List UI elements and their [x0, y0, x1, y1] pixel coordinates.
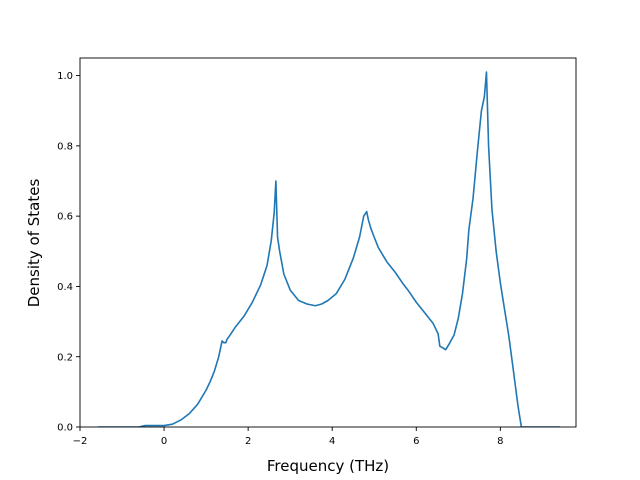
x-tick-label: 0 — [161, 436, 167, 447]
dos-line-0 — [98, 71, 560, 427]
y-tick-label: 0.6 — [57, 212, 73, 223]
y-tick-label: 0.2 — [57, 352, 73, 363]
x-tick-label: 6 — [413, 436, 419, 447]
x-axis-title: Frequency (THz) — [267, 457, 389, 475]
x-tick-label: 4 — [329, 436, 335, 447]
y-tick-label: 0.8 — [57, 141, 73, 152]
axis-ticks: −2 0 2 4 6 8 0.0 0.2 0.4 0.6 0.8 1.0 — [57, 71, 503, 447]
y-tick-label: 0.0 — [57, 423, 73, 434]
plot-area — [79, 57, 577, 428]
y-tick-label: 0.4 — [57, 282, 73, 293]
x-tick-label: −2 — [73, 436, 88, 447]
y-tick-label: 1.0 — [57, 71, 73, 82]
x-tick-label: 8 — [497, 436, 503, 447]
x-tick-label: 2 — [245, 436, 251, 447]
axes-frame — [79, 57, 577, 428]
y-axis-title: Density of States — [25, 179, 43, 308]
